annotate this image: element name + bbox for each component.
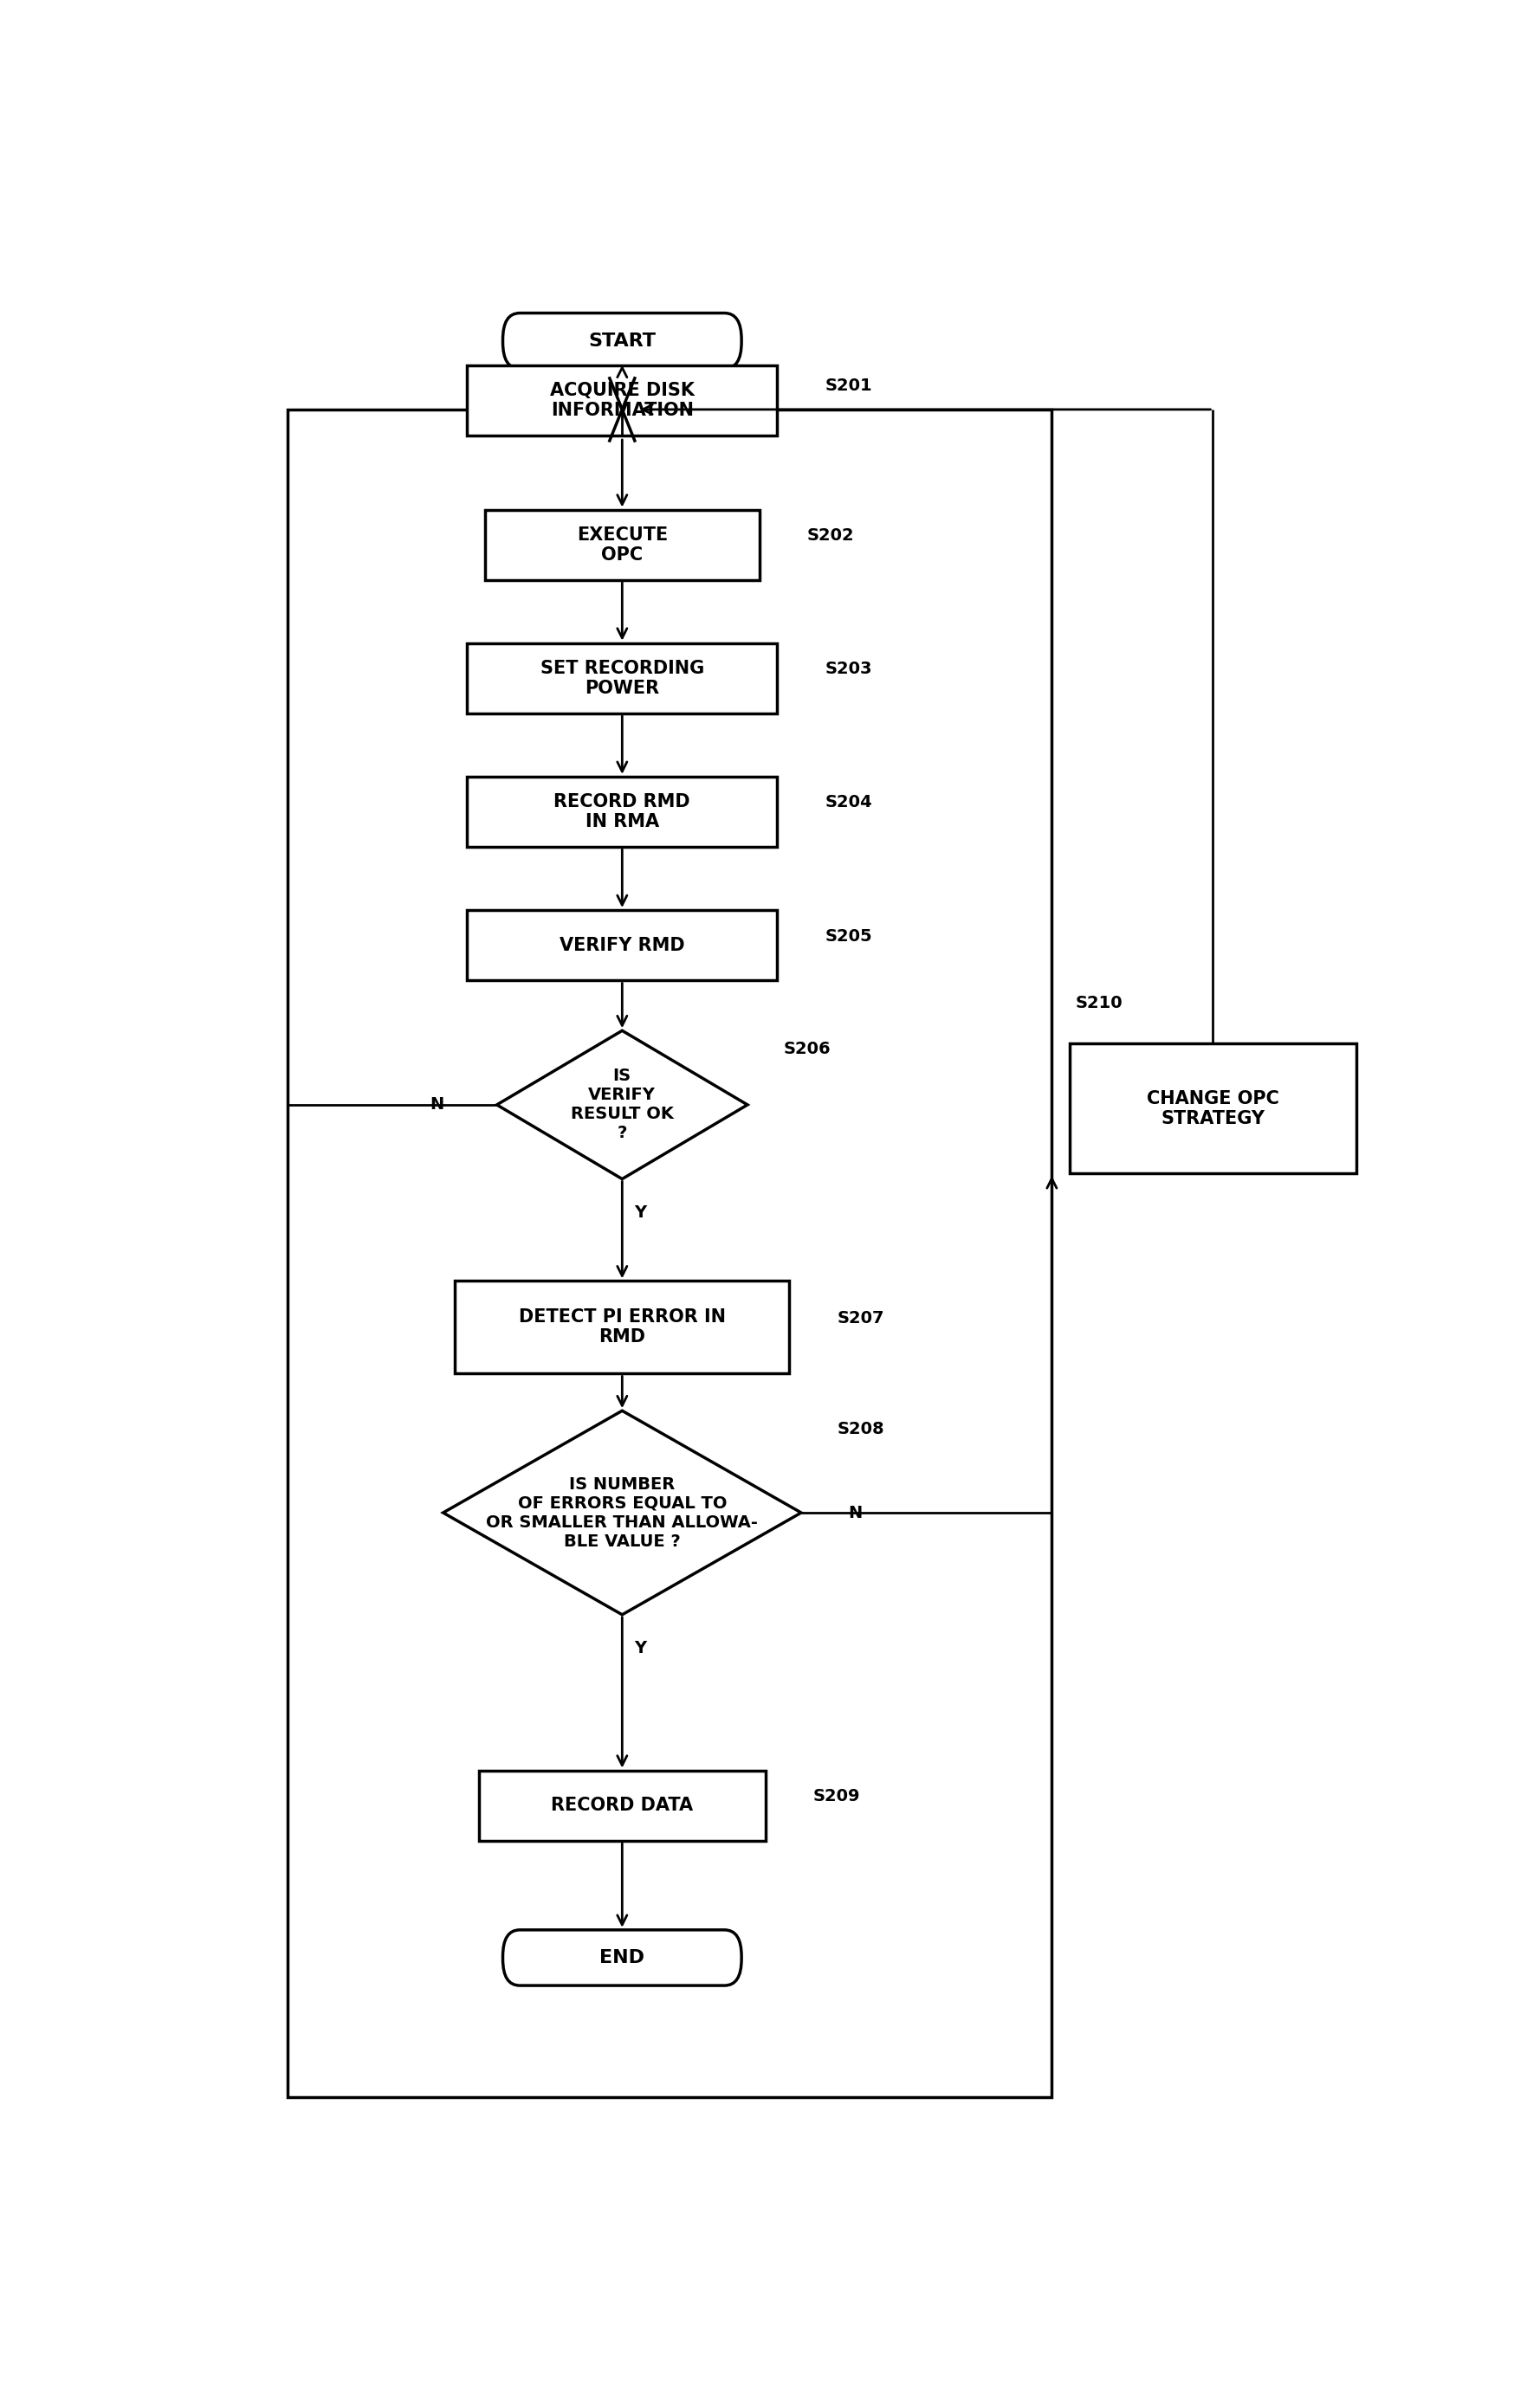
Text: SET RECORDING
POWER: SET RECORDING POWER	[541, 660, 704, 696]
Text: VERIFY RMD: VERIFY RMD	[559, 937, 685, 954]
Text: S201: S201	[825, 378, 872, 393]
Text: S203: S203	[825, 660, 872, 677]
Bar	[467, 366, 778, 436]
Text: S205: S205	[825, 927, 872, 944]
Bar	[467, 778, 778, 848]
Text: S210: S210	[1075, 995, 1123, 1011]
Text: S202: S202	[807, 527, 855, 544]
Bar	[1070, 1043, 1357, 1173]
Text: S208: S208	[838, 1421, 884, 1438]
Bar	[485, 510, 759, 580]
Text: RECORD RMD
IN RMA: RECORD RMD IN RMA	[554, 792, 690, 831]
Polygon shape	[444, 1411, 801, 1616]
Text: S204: S204	[825, 795, 872, 811]
Bar	[479, 1770, 765, 1840]
Text: Y: Y	[634, 1640, 647, 1657]
Text: IS NUMBER
OF ERRORS EQUAL TO
OR SMALLER THAN ALLOWA-
BLE VALUE ?: IS NUMBER OF ERRORS EQUAL TO OR SMALLER …	[487, 1476, 758, 1548]
Bar	[456, 1281, 790, 1373]
FancyBboxPatch shape	[504, 1929, 742, 1987]
Text: ACQUIRE DISK
INFORMATION: ACQUIRE DISK INFORMATION	[550, 380, 695, 419]
Text: RECORD DATA: RECORD DATA	[551, 1796, 693, 1813]
Text: CHANGE OPC
STRATEGY: CHANGE OPC STRATEGY	[1147, 1091, 1280, 1127]
Text: N: N	[430, 1096, 444, 1112]
Text: DETECT PI ERROR IN
RMD: DETECT PI ERROR IN RMD	[519, 1308, 725, 1346]
Polygon shape	[497, 1031, 747, 1180]
Text: Y: Y	[634, 1204, 647, 1221]
Text: EXECUTE
OPC: EXECUTE OPC	[576, 525, 668, 563]
Text: S206: S206	[784, 1040, 830, 1057]
Bar	[467, 910, 778, 980]
Bar	[288, 409, 1052, 2097]
Text: S207: S207	[838, 1310, 884, 1327]
FancyBboxPatch shape	[504, 313, 742, 368]
Text: START: START	[588, 332, 656, 349]
Text: IS
VERIFY
RESULT OK
?: IS VERIFY RESULT OK ?	[571, 1069, 673, 1141]
Text: N: N	[849, 1505, 862, 1522]
Text: S209: S209	[813, 1789, 861, 1804]
Text: END: END	[599, 1948, 645, 1967]
Bar	[467, 643, 778, 713]
